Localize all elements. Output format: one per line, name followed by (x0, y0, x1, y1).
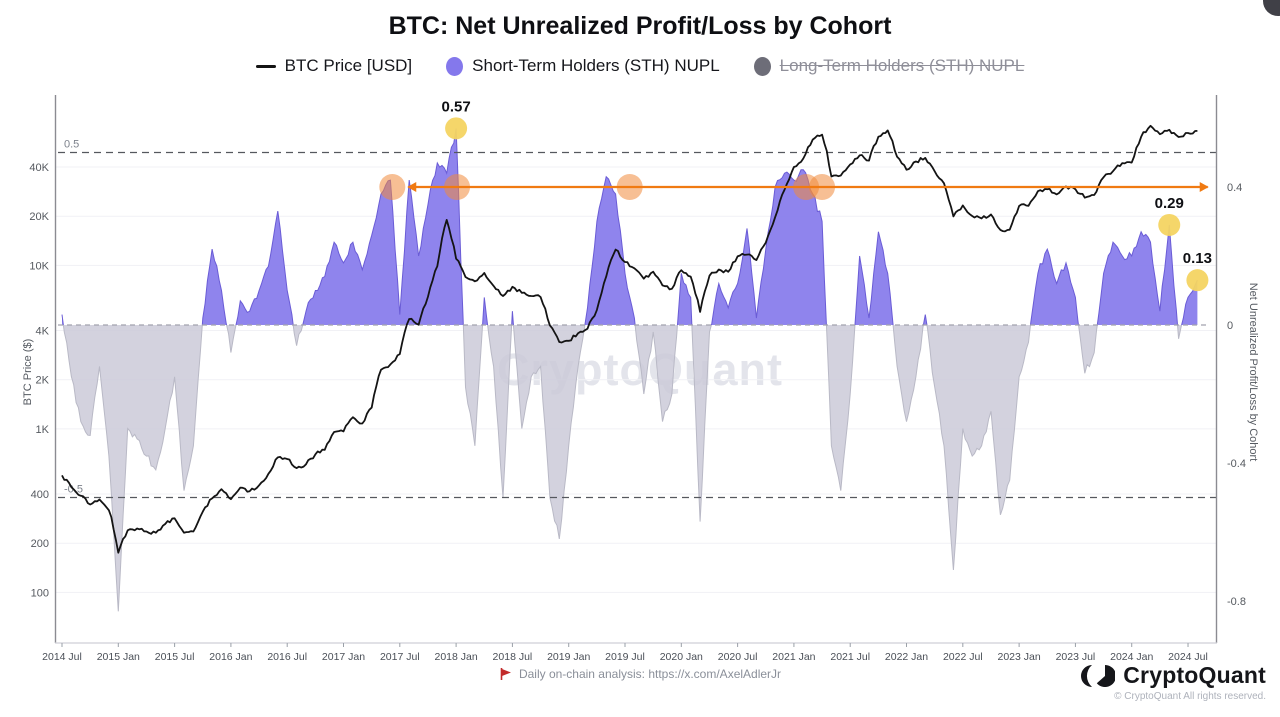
branding-block: CryptoQuant © CryptoQuant All rights res… (1081, 662, 1266, 702)
legend-label: Short-Term Holders (STH) NUPL (472, 56, 720, 75)
x-axis-tick-label: 2020 Jan (660, 651, 703, 663)
x-axis-tick-label: 2018 Jul (493, 651, 533, 663)
trend-arrow-right-head (1199, 182, 1209, 192)
footer-note: Daily on-chain analysis: https://x.com/A… (0, 667, 1280, 681)
legend-item-sth-nupl[interactable]: Short-Term Holders (STH) NUPL (446, 56, 720, 76)
left-axis-tick-label: 40K (29, 162, 49, 174)
right-axis-tick-label: 0 (1227, 320, 1233, 332)
left-axis-tick-label: 4K (36, 326, 50, 338)
left-axis-tick-label: 100 (31, 587, 49, 599)
page-title: BTC: Net Unrealized Profit/Loss by Cohor… (388, 12, 892, 40)
btc-price-line (61, 124, 1198, 554)
x-axis-tick-label: 2023 Jan (998, 651, 1041, 663)
circle-marker-icon (753, 56, 771, 76)
annotation-label: 0.29 (1155, 195, 1184, 212)
nupl-negative-outline (62, 325, 1183, 612)
x-axis-tick-label: 2024 Jan (1110, 651, 1153, 663)
left-axis-tick-label: 400 (31, 489, 49, 501)
nupl-negative-area (62, 325, 1198, 612)
x-axis-tick-label: 2021 Jan (772, 651, 815, 663)
circle-marker-icon (446, 56, 464, 76)
line-marker-icon (255, 64, 276, 68)
x-axis-tick-label: 2017 Jan (322, 651, 365, 663)
nupl-positive-outline (61, 128, 1198, 325)
trend-arrow-left-head (407, 182, 417, 192)
nupl-positive-area (62, 128, 1198, 325)
left-axis-tick-label: 10K (29, 260, 49, 272)
footer-link[interactable]: Daily on-chain analysis: https://x.com/A… (518, 667, 782, 681)
reference-line-label: 0.5 (64, 139, 79, 151)
annotation-marker (1186, 269, 1209, 292)
x-axis-tick-label: 2017 Jul (380, 651, 420, 663)
left-axis-tick-label: 1K (36, 424, 50, 436)
red-flag-icon (500, 668, 511, 680)
left-axis-tick-label: 200 (31, 538, 49, 550)
legend-label: Long-Term Holders (STH) NUPL (779, 56, 1025, 75)
copyright-text: © CryptoQuant All rights reserved. (1114, 691, 1266, 702)
x-axis-tick-label: 2019 Jul (605, 651, 645, 663)
right-axis-title: Net Unrealized Profit/Loss by Cohort (1247, 282, 1259, 462)
annotation-marker (445, 117, 468, 140)
x-axis-tick-label: 2015 Jul (155, 651, 195, 663)
legend-item-lth-nupl[interactable]: Long-Term Holders (STH) NUPL (753, 56, 1025, 76)
legend-label: BTC Price [USD] (284, 56, 413, 75)
annotation-label: 0.13 (1183, 250, 1212, 267)
x-axis-tick-label: 2015 Jan (97, 651, 140, 663)
left-axis-title: BTC Price ($) (22, 338, 34, 406)
right-axis-tick-label: 0.4 (1227, 182, 1242, 194)
annotation-label: 0.57 (442, 98, 471, 115)
x-axis-tick-label: 2014 Jul (42, 651, 82, 663)
left-axis-tick-label: 2K (36, 375, 50, 387)
corner-avatar[interactable] (1263, 0, 1280, 16)
annotation-marker (1158, 213, 1181, 236)
left-axis-tick-label: 20K (29, 211, 49, 223)
x-axis-tick-label: 2024 Jul (1168, 651, 1208, 663)
right-axis-tick-label: -0.8 (1227, 596, 1246, 608)
right-axis-tick-label: -0.4 (1227, 458, 1246, 470)
touch-marker (379, 174, 406, 200)
x-axis-tick-label: 2019 Jan (547, 651, 590, 663)
chart-legend: BTC Price [USD] Short-Term Holders (STH)… (0, 56, 1280, 76)
x-axis-tick-label: 2022 Jul (943, 651, 983, 663)
brand-name: CryptoQuant (1123, 662, 1266, 688)
x-axis-tick-label: 2018 Jan (434, 651, 477, 663)
legend-item-btc-price[interactable]: BTC Price [USD] (255, 56, 413, 76)
x-axis-tick-label: 2016 Jan (209, 651, 252, 663)
x-axis-tick-label: 2021 Jul (830, 651, 870, 663)
x-axis-tick-label: 2023 Jul (1056, 651, 1096, 663)
cryptoquant-logo-icon (1081, 664, 1116, 687)
x-axis-tick-label: 2016 Jul (267, 651, 307, 663)
x-axis-tick-label: 2020 Jul (718, 651, 758, 663)
x-axis-tick-label: 2022 Jan (885, 651, 928, 663)
